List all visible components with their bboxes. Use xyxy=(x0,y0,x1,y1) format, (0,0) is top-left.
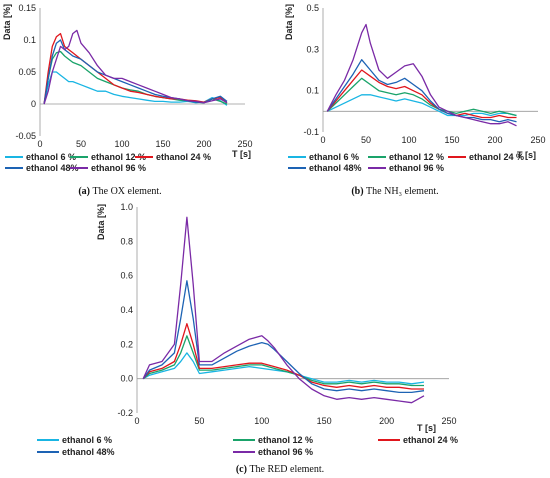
y-tick-label: 0.15 xyxy=(18,3,36,13)
series-line xyxy=(142,323,424,390)
y-axis-label: Data [%] xyxy=(2,4,12,40)
x-tick-label: 150 xyxy=(155,139,170,149)
x-tick-label: 250 xyxy=(441,416,456,426)
y-tick-label: 0.0 xyxy=(120,374,133,384)
series-line xyxy=(326,69,517,119)
x-axis-label: T [s] xyxy=(232,149,251,159)
x-tick-label: 250 xyxy=(237,139,252,149)
series-line xyxy=(43,29,228,105)
legend-label: ethanol 24 % xyxy=(469,152,524,162)
legend-label: ethanol 6 % xyxy=(26,152,76,162)
legend-label: ethanol 48% xyxy=(62,447,115,457)
y-tick-label: -0.05 xyxy=(15,131,36,141)
caption-text: The NH₃ element. xyxy=(366,186,439,197)
series-line xyxy=(142,352,425,385)
series-line xyxy=(142,216,425,404)
x-tick-label: 0 xyxy=(37,139,42,149)
legend-label: ethanol 48% xyxy=(309,163,362,173)
x-tick-label: 200 xyxy=(487,135,502,145)
legend-label: ethanol 48% xyxy=(26,163,79,173)
x-tick-label: 100 xyxy=(254,416,269,426)
x-tick-label: 200 xyxy=(196,139,211,149)
x-tick-label: 50 xyxy=(361,135,371,145)
y-tick-label: 0 xyxy=(31,99,36,109)
x-tick-label: 50 xyxy=(76,139,86,149)
legend-label: ethanol 6 % xyxy=(62,435,112,445)
y-tick-label: -0.1 xyxy=(303,127,319,137)
x-tick-label: 50 xyxy=(194,416,204,426)
y-tick-label: 0.3 xyxy=(306,44,319,54)
y-tick-label: -0.2 xyxy=(117,408,133,418)
y-axis-label: Data [%] xyxy=(96,204,106,240)
x-tick-label: 250 xyxy=(530,135,545,145)
series-line xyxy=(326,77,517,117)
y-tick-label: 1.0 xyxy=(120,202,133,212)
figure-caption: (c) The RED element. xyxy=(236,464,324,475)
caption-label: (c) xyxy=(236,464,250,475)
y-tick-label: 0.8 xyxy=(120,236,133,246)
x-tick-label: 0 xyxy=(134,416,139,426)
x-tick-label: 100 xyxy=(114,139,129,149)
y-tick-label: 0.6 xyxy=(120,271,133,281)
x-tick-label: 150 xyxy=(444,135,459,145)
legend-label: ethanol 12 % xyxy=(91,152,146,162)
y-tick-label: 0.05 xyxy=(18,67,36,77)
legend-label: ethanol 12 % xyxy=(389,152,444,162)
y-tick-label: 0.2 xyxy=(120,339,133,349)
legend-label: ethanol 24 % xyxy=(156,152,211,162)
x-tick-label: 150 xyxy=(317,416,332,426)
series-line xyxy=(327,94,517,117)
y-tick-label: 0.1 xyxy=(23,35,36,45)
x-tick-label: 200 xyxy=(379,416,394,426)
series-line xyxy=(43,39,228,105)
legend-label: ethanol 24 % xyxy=(403,435,458,445)
y-axis-label: Data [%] xyxy=(284,4,294,40)
legend-label: ethanol 96 % xyxy=(389,163,444,173)
y-tick-label: 0.4 xyxy=(120,305,133,315)
x-axis-label: T [s] xyxy=(517,150,536,160)
panel-red: -0.2 0.0 0.2 0.4 0.6 0.8 1.0 0 50 100 150 200 250 T [… xyxy=(37,202,458,475)
legend-label: ethanol 96 % xyxy=(258,447,313,457)
caption-label: (a) xyxy=(78,186,92,197)
caption-text: The OX element. xyxy=(93,186,162,197)
series-line xyxy=(43,32,228,105)
caption-text: The RED element. xyxy=(249,464,324,475)
series-line xyxy=(326,23,517,127)
legend-label: ethanol 12 % xyxy=(258,435,313,445)
x-tick-label: 0 xyxy=(320,135,325,145)
figure-caption: (a) The OX element. xyxy=(78,186,161,197)
y-tick-label: 0.1 xyxy=(306,86,319,96)
caption-label: (b) xyxy=(351,186,366,197)
legend-label: ethanol 6 % xyxy=(309,152,359,162)
legend-label: ethanol 96 % xyxy=(91,163,146,173)
series-line xyxy=(326,59,517,123)
y-tick-label: 0.5 xyxy=(306,3,319,13)
figure-caption: (b) The NH₃ element. xyxy=(351,186,438,197)
panel-nh3: -0.1 0.1 0.3 0.5 0 50 100 150 200 250 T [s] Data [%… xyxy=(284,3,546,197)
series-line xyxy=(43,71,228,106)
x-tick-label: 100 xyxy=(401,135,416,145)
series-line xyxy=(142,335,424,387)
x-axis-label: T [s] xyxy=(417,423,436,433)
series-line xyxy=(142,280,425,394)
series-line xyxy=(43,50,228,105)
